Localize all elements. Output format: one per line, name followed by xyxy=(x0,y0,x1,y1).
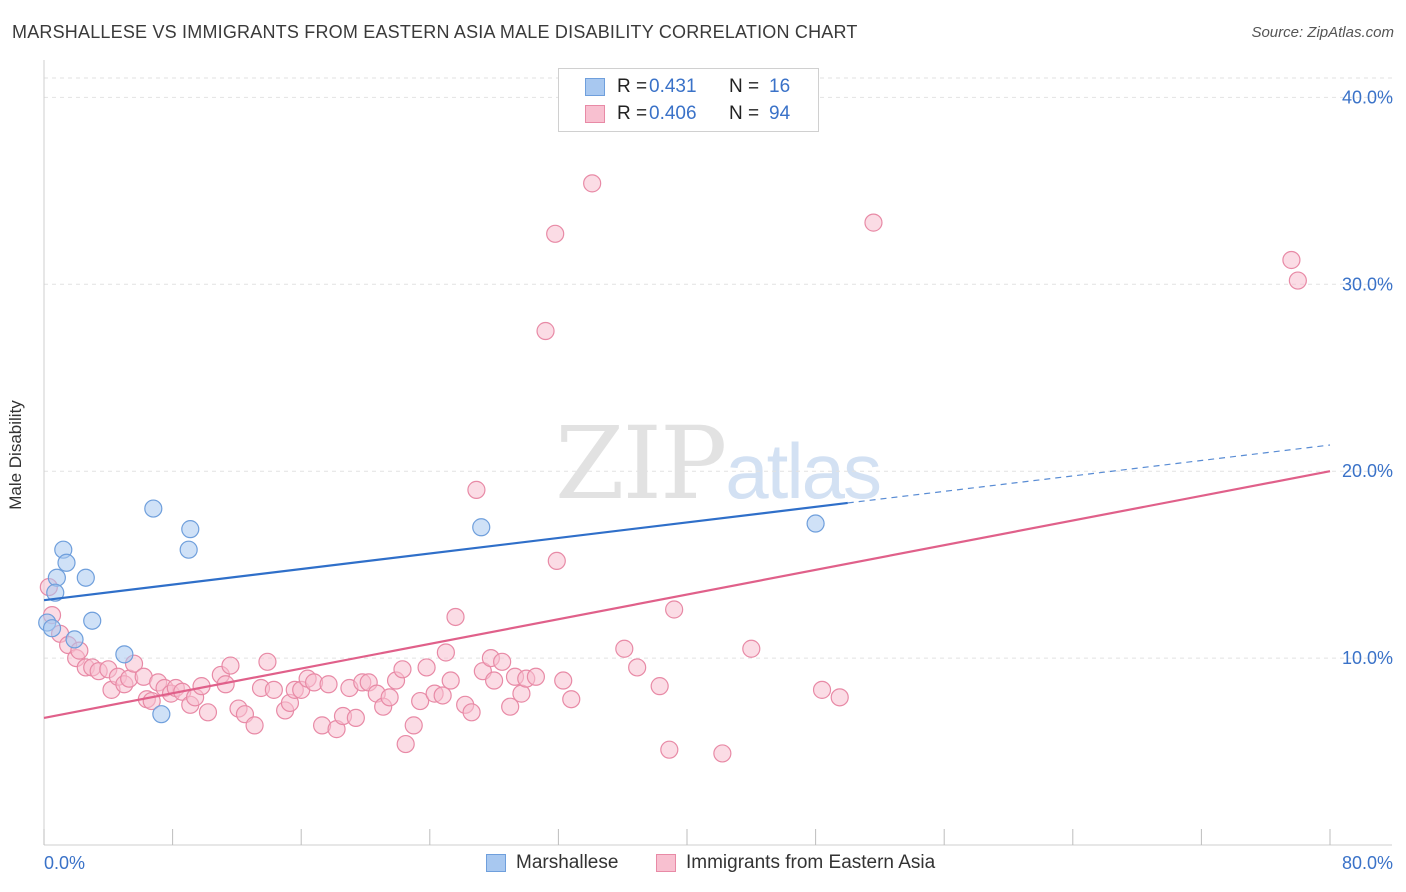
immigrants-point xyxy=(501,697,520,716)
immigrants-point xyxy=(198,703,218,722)
marshallese-point xyxy=(179,540,198,559)
source-credit: Source: ZipAtlas.com xyxy=(1251,24,1394,41)
immigrants-point xyxy=(393,660,412,679)
marshallese-point xyxy=(152,705,171,724)
immigrants-point xyxy=(493,652,512,671)
immigrants-point xyxy=(221,656,240,675)
marshallese-point xyxy=(65,630,84,649)
legend-series: Marshallese Immigrants from Eastern Asia xyxy=(0,852,1406,876)
immigrants-point xyxy=(264,680,283,699)
marshallese-point xyxy=(472,518,491,537)
legend-r-value: 0.431 xyxy=(649,76,697,97)
immigrants-point xyxy=(864,213,883,232)
legend-label-immigrants: Immigrants from Eastern Asia xyxy=(686,852,936,873)
legend-row-immigrants: R = 0.406 N = 94 xyxy=(585,102,790,126)
legend-n-label: N = xyxy=(729,76,760,97)
immigrants-point xyxy=(660,740,679,759)
immigrants-point xyxy=(319,675,338,694)
immigrants-point xyxy=(546,224,565,243)
legend-n-value: 94 xyxy=(769,103,791,124)
immigrants-point xyxy=(467,480,486,499)
immigrants-point xyxy=(485,671,504,690)
immigrants-point xyxy=(812,680,832,699)
immigrants-point xyxy=(258,652,277,671)
immigrants-point xyxy=(665,600,684,619)
legend-item-marshallese[interactable]: Marshallese xyxy=(486,852,618,874)
immigrants-point xyxy=(1282,250,1301,270)
immigrants-point xyxy=(417,658,436,677)
immigrants-point xyxy=(441,671,460,690)
watermark-zip: ZIP xyxy=(555,405,727,522)
immigrants-point xyxy=(436,643,455,662)
immigrants-point xyxy=(433,686,452,705)
y-tick-label: 20.0% xyxy=(1342,461,1393,481)
y-axis-label: Male Disability xyxy=(6,400,25,510)
marshallese-point xyxy=(144,499,163,518)
legend-stats: R = 0.431 N = 16 R = 0.406 N = 94 xyxy=(558,68,819,132)
immigrants-point xyxy=(650,677,669,696)
immigrants-trendline xyxy=(43,470,1331,719)
immigrants-point xyxy=(628,658,647,677)
legend-row-marshallese: R = 0.431 N = 16 xyxy=(585,75,790,99)
immigrants-point xyxy=(713,744,732,763)
x-tick-label-min: 0.0% xyxy=(44,853,85,873)
immigrants-point xyxy=(396,734,415,754)
marshallese-point xyxy=(47,568,66,587)
y-tick-label: 40.0% xyxy=(1342,87,1393,107)
marshallese-point xyxy=(83,611,102,630)
legend-item-immigrants[interactable]: Immigrants from Eastern Asia xyxy=(656,852,935,874)
immigrants-point xyxy=(562,690,581,709)
immigrants-point xyxy=(462,703,481,722)
immigrants-point xyxy=(245,716,264,735)
marshallese-point xyxy=(806,514,825,533)
legend-r-label: R = xyxy=(617,103,648,124)
immigrants-point xyxy=(526,667,545,686)
x-tick-label-max: 80.0% xyxy=(1342,853,1393,873)
legend-r-label: R = xyxy=(617,76,648,97)
immigrants-point xyxy=(830,688,849,707)
marshallese-trendline-extension xyxy=(847,444,1331,504)
immigrants-point xyxy=(583,174,602,193)
legend-swatch-immigrants xyxy=(656,854,676,872)
immigrants-point xyxy=(1288,271,1307,290)
legend-r-value: 0.406 xyxy=(649,103,697,124)
immigrants-point xyxy=(404,716,423,735)
legend-swatch-immigrants xyxy=(585,105,605,123)
marshallese-trendline xyxy=(43,501,848,602)
immigrants-point xyxy=(742,639,761,658)
immigrants-point xyxy=(446,607,465,627)
marshallese-point xyxy=(57,553,76,572)
marshallese-point xyxy=(115,645,134,664)
immigrants-point xyxy=(554,671,573,690)
legend-swatch-marshallese xyxy=(486,854,506,872)
y-tick-label: 30.0% xyxy=(1342,274,1393,294)
marshallese-point xyxy=(42,619,62,638)
immigrants-point xyxy=(411,691,430,711)
marshallese-point xyxy=(181,520,200,539)
immigrants-point xyxy=(547,551,566,571)
y-tick-label: 10.0% xyxy=(1342,648,1393,668)
legend-label-marshallese: Marshallese xyxy=(516,852,619,873)
legend-n-label: N = xyxy=(729,103,760,124)
marshallese-point xyxy=(76,568,95,587)
immigrants-point xyxy=(346,708,365,728)
legend-swatch-marshallese xyxy=(585,78,605,96)
marshallese-point xyxy=(46,583,65,602)
chart-title: MARSHALLESE VS IMMIGRANTS FROM EASTERN A… xyxy=(12,22,858,42)
legend-n-value: 16 xyxy=(769,76,791,97)
immigrants-point xyxy=(615,639,634,658)
immigrants-point xyxy=(380,688,399,707)
immigrants-point xyxy=(536,321,555,341)
